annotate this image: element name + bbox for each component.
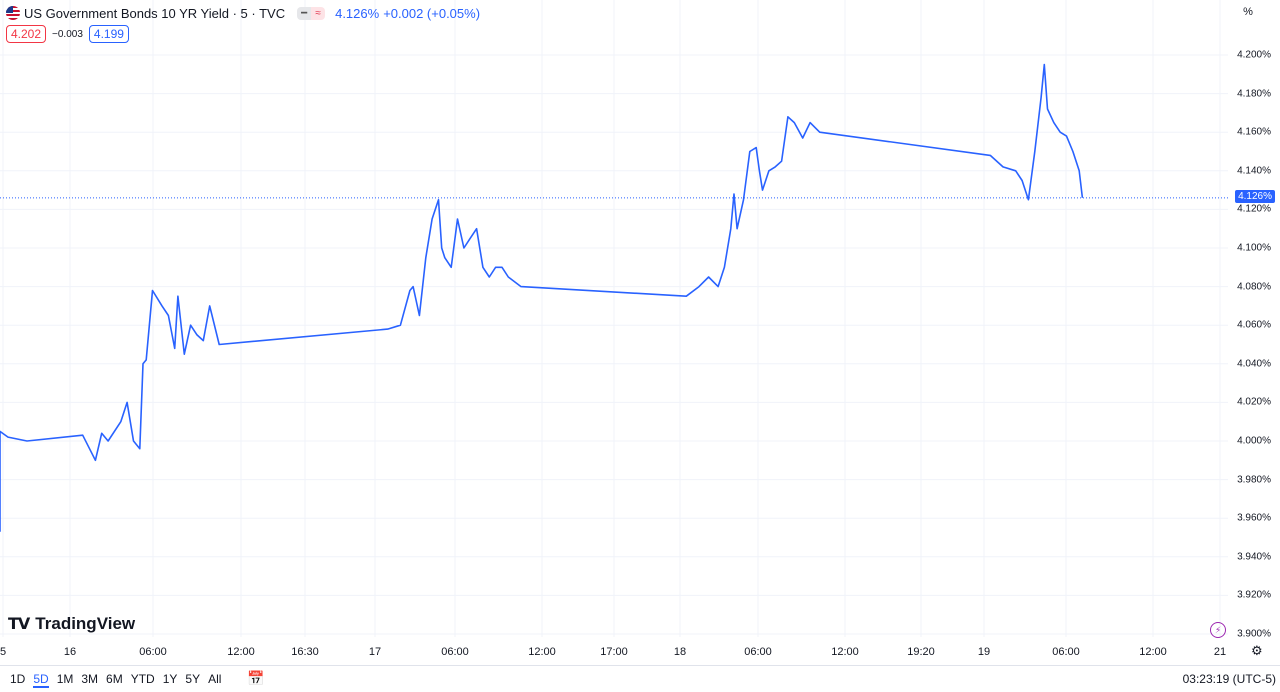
y-tick-label: 4.120%: [1237, 203, 1271, 215]
gear-icon[interactable]: ⚙: [1251, 643, 1263, 658]
y-tick-label: 4.020%: [1237, 396, 1271, 408]
y-tick-label: 4.200%: [1237, 49, 1271, 61]
symbol-title[interactable]: US Government Bonds 10 YR Yield · 5 · TV…: [24, 5, 286, 21]
x-tick-label: 06:00: [744, 646, 772, 658]
y-tick-label: 4.080%: [1237, 281, 1271, 293]
approx-icon[interactable]: ≈: [311, 6, 326, 20]
range-button-3m[interactable]: 3M: [81, 672, 99, 686]
spread-value: −0.003: [52, 28, 83, 40]
y-tick-label: 3.940%: [1237, 551, 1271, 563]
range-button-1m[interactable]: 1M: [56, 672, 74, 686]
y-tick-label: 4.000%: [1237, 435, 1271, 447]
last-price: 4.126%: [335, 5, 380, 21]
symbol-header: US Government Bonds 10 YR Yield · 5 · TV…: [6, 4, 480, 22]
bid-ask-quotes: 4.202 −0.003 4.199: [6, 25, 129, 43]
minus-icon[interactable]: ━: [297, 6, 312, 20]
yield-series-line: [0, 63, 1084, 532]
range-button-1y[interactable]: 1Y: [162, 672, 178, 686]
tradingview-logo-icon: 𝗧𝗩: [8, 616, 30, 633]
x-tick-label: 12:00: [227, 646, 255, 658]
x-tick-label: 12:00: [1139, 646, 1167, 658]
us-flag-icon: [6, 6, 20, 20]
x-tick-label: 21: [1213, 646, 1227, 658]
price-change: +0.002 (+0.05%): [383, 5, 481, 21]
range-button-ytd[interactable]: YTD: [130, 672, 155, 686]
range-button-6m[interactable]: 6M: [106, 672, 123, 686]
bottom-toolbar: 1D 5D 1M 3M 6M YTD 1Y 5Y All 📅 03:23:19 (UTC-5): [0, 665, 1280, 692]
clock-timezone[interactable]: 03:23:19 (UTC-5): [1182, 672, 1276, 686]
y-tick-label: 3.960%: [1237, 512, 1271, 524]
range-selector: 1D 5D 1M 3M 6M YTD 1Y 5Y All: [10, 672, 229, 688]
range-button-5y[interactable]: 5Y: [185, 672, 201, 686]
y-tick-label: 3.920%: [1237, 589, 1271, 601]
y-tick-label: 4.140%: [1237, 165, 1271, 177]
y-tick-label: 4.180%: [1237, 88, 1271, 100]
y-tick-label: 3.980%: [1237, 474, 1271, 486]
x-tick-label: 17:00: [600, 646, 628, 658]
ask-button[interactable]: 4.199: [88, 25, 129, 43]
y-tick-label: 4.100%: [1237, 242, 1271, 254]
y-tick-label: 4.160%: [1237, 126, 1271, 138]
current-price-tag: 4.126%: [1235, 190, 1275, 203]
x-tick-label: 17: [368, 646, 382, 658]
range-button-all[interactable]: All: [208, 672, 222, 686]
x-tick-label: 06:00: [139, 646, 167, 658]
x-tick-label: 16:30: [291, 646, 319, 658]
calendar-range-icon[interactable]: 📅: [247, 670, 265, 686]
y-tick-label: 4.040%: [1237, 358, 1271, 370]
chart-pane[interactable]: [0, 0, 1228, 637]
bid-button[interactable]: 4.202: [6, 25, 47, 43]
tradingview-logo[interactable]: 𝗧𝗩 TradingView: [8, 614, 135, 634]
percent-scale-button[interactable]: %: [1243, 6, 1253, 18]
logo-text: TradingView: [35, 614, 136, 633]
range-button-1d[interactable]: 1D: [10, 672, 26, 686]
y-tick-label: 4.060%: [1237, 319, 1271, 331]
header-buttons: ━ ≈: [297, 6, 326, 20]
x-tick-label: 12:00: [528, 646, 556, 658]
x-tick-label: 5: [0, 646, 7, 658]
x-tick-label: 18: [673, 646, 687, 658]
price-chart[interactable]: [0, 0, 1228, 637]
x-tick-label: 12:00: [831, 646, 859, 658]
lightning-icon[interactable]: ⚡: [1210, 622, 1226, 638]
y-tick-label: 3.900%: [1237, 628, 1271, 640]
x-tick-label: 06:00: [441, 646, 469, 658]
x-tick-label: 06:00: [1052, 646, 1080, 658]
x-tick-label: 19:20: [907, 646, 935, 658]
range-button-5d[interactable]: 5D: [33, 672, 49, 688]
x-tick-label: 16: [63, 646, 77, 658]
x-tick-label: 19: [977, 646, 991, 658]
chart-grid: [0, 0, 1228, 637]
